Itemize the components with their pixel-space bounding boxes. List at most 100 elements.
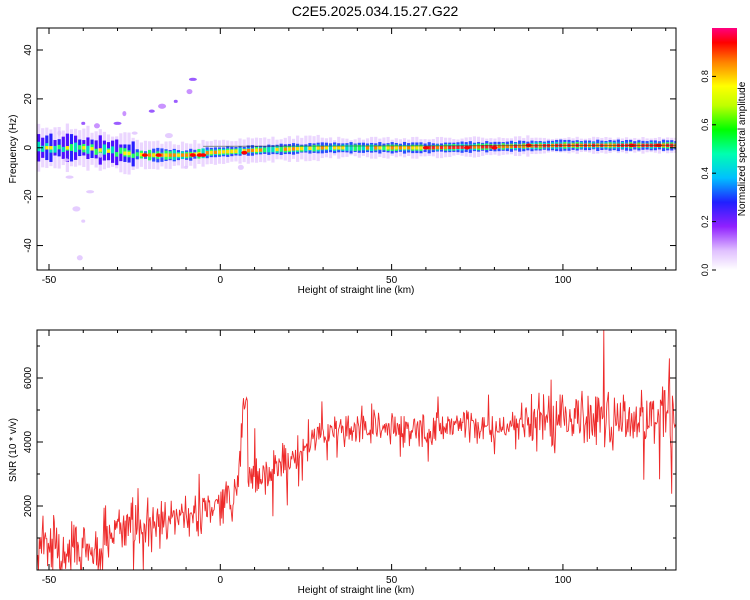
spectrogram-core-cell [353, 144, 357, 151]
spectrogram-peak-cell [402, 146, 407, 150]
spectrogram-peak-cell [489, 144, 493, 149]
spectrogram-axes: -50 0 50 100 -40 -20 0 20 40 [23, 28, 676, 286]
spectrogram-peak-cell [65, 146, 69, 150]
spectrogram-xlabel: Height of straight line (km) [298, 285, 415, 296]
spectrogram-peak-cell [148, 153, 152, 157]
spectrogram-peak-cell [254, 148, 259, 152]
snr-xtick-label: -50 [42, 575, 57, 586]
spectrogram-hotspot [422, 145, 429, 150]
spectrogram-peak-cell [390, 146, 394, 150]
spectrogram-peak-cell [431, 145, 435, 150]
spectrogram-xtick-label: -50 [42, 275, 57, 286]
spectrogram-peak-cell [468, 145, 472, 149]
spectrogram-peak-cell [505, 144, 509, 149]
spectrogram-peak-cell [139, 152, 143, 157]
spectrogram-peak-cell [398, 146, 403, 150]
spectrogram-peak-cell [456, 145, 460, 149]
spectrogram-peak-cell [287, 147, 292, 151]
spectrogram-peak-cell [513, 144, 518, 148]
colorbar-tick-label: 0.2 [700, 215, 710, 228]
spectrogram-frame [36, 27, 677, 271]
spectrogram-hotspot [155, 153, 162, 157]
spectrogram-scatter [86, 190, 95, 194]
figure-title: C2E5.2025.034.15.27.G22 [292, 3, 459, 19]
spectrogram-peak-cell [452, 145, 456, 150]
spectrogram-peak-cell [308, 146, 312, 151]
spectrogram-scatter [93, 123, 100, 129]
spectrogram-scatter [72, 206, 81, 212]
spectrogram-hotspot [491, 145, 498, 150]
spectrogram-peak-cell [518, 144, 522, 148]
spectrogram-peak-cell [501, 144, 505, 149]
spectrogram-hotspot [241, 150, 248, 155]
snr-xtick-label: 100 [555, 575, 572, 586]
spectrogram-xtick-label: 100 [555, 275, 572, 286]
spectrogram-hotspot [200, 153, 207, 157]
spectrogram-peak-cell [152, 153, 156, 157]
spectrogram-ytick-label: -40 [23, 238, 34, 253]
spectrogram-peak-cell [374, 146, 378, 150]
spectrogram-scatter [131, 131, 138, 135]
spectrogram-peak-cell [291, 147, 296, 151]
spectrogram-core-cell [357, 144, 361, 151]
snr-ytick-label: 2000 [23, 494, 34, 517]
spectrogram-core-cell [361, 145, 366, 151]
spectrogram-core-cell [94, 148, 98, 155]
spectrogram-peak-cell [386, 146, 390, 150]
spectrogram-peak-cell [485, 145, 489, 149]
snr-xtick-label: 50 [386, 575, 398, 586]
spectrogram-scatter [81, 219, 86, 223]
spectrogram-hotspot [463, 145, 470, 150]
snr-ylabel: SNR (10 * v/v) [8, 418, 19, 482]
spectrogram-ylabel: Frequency (Hz) [8, 115, 19, 184]
spectrogram-core-cell [57, 144, 61, 150]
spectrogram-marks [37, 77, 676, 261]
spectrogram-peak-cell [316, 146, 320, 150]
spectrogram-core-cell [119, 147, 123, 154]
spectrogram-peak-cell [160, 153, 164, 157]
spectrogram-ytick-label: 20 [23, 93, 34, 105]
spectrogram-peak-cell [341, 146, 345, 150]
colorbar: 0.0 0.2 0.4 0.6 0.8 Normalized spectral ampl… [700, 28, 748, 276]
spectrogram-peak-cell [82, 146, 86, 150]
spectrogram-xtick-label: 50 [386, 275, 398, 286]
spectrogram-core-cell [263, 147, 267, 153]
spectrogram-peak-cell [296, 147, 300, 151]
spectrogram-core-cell [328, 145, 333, 151]
snr-panel: -50 0 50 100 2000 4000 6000 Height of straight… [8, 329, 677, 596]
spectrogram-peak-cell [226, 149, 230, 154]
spectrogram-scatter [113, 121, 122, 125]
spectrogram-peak-cell [164, 153, 168, 157]
spectrogram-peak-cell [234, 149, 238, 153]
spectrogram-scatter [65, 175, 74, 179]
spectrogram-peak-cell [333, 146, 337, 150]
spectrogram-peak-cell [444, 145, 448, 150]
snr-marks [37, 330, 676, 570]
spectrogram-scatter [76, 255, 83, 261]
spectrogram-peak-cell [476, 145, 481, 149]
spectrogram-peak-cell [300, 146, 304, 151]
spectrogram-peak-cell [127, 151, 131, 156]
spectrogram-peak-cell [205, 151, 209, 155]
spectrogram-core-cell [74, 142, 78, 153]
spectrogram-core-cell [267, 147, 271, 153]
spectrogram-peak-cell [180, 153, 185, 157]
snr-xlabel: Height of straight line (km) [298, 585, 415, 596]
spectrogram-peak-cell [230, 149, 234, 154]
spectrogram-peak-cell [45, 146, 49, 150]
colorbar-tick-label: 0.4 [700, 167, 710, 180]
spectrogram-peak-cell [337, 146, 341, 150]
spectrogram-ridge-line [203, 144, 676, 147]
snr-ytick-label: 6000 [23, 366, 34, 389]
spectrogram-scatter [148, 109, 155, 113]
spectrogram-core-cell [45, 143, 49, 150]
snr-frame [36, 329, 677, 571]
spectrogram-peak-cell [185, 153, 189, 157]
spectrogram-peak-cell [394, 146, 398, 150]
spectrogram-core-cell [98, 150, 102, 155]
spectrogram-peak-cell [320, 146, 324, 150]
spectrogram-core-cell [304, 145, 308, 152]
spectrogram-scatter [237, 164, 244, 170]
spectrogram-peak-cell [283, 147, 287, 151]
